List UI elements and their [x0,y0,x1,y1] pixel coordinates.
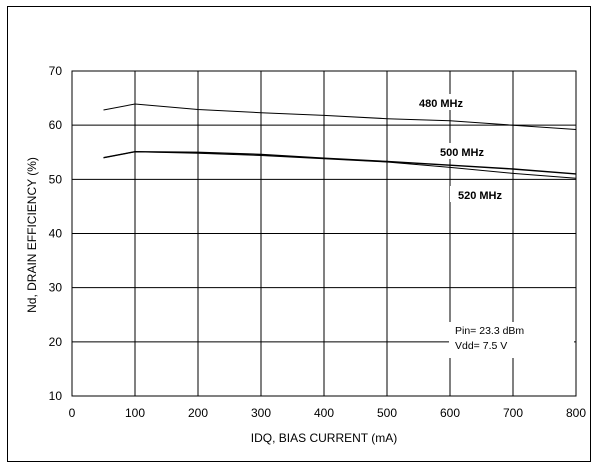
plot-area [71,70,577,397]
series-line-480-mhz [103,103,577,130]
label-520-background [450,186,510,202]
x-tick-label-200: 200 [188,406,208,420]
y-tick-label-70: 70 [49,64,63,78]
x-tick-label-500: 500 [377,406,397,420]
label-500-background [432,143,492,159]
conditions-note-background [449,322,574,358]
y-tick-label-20: 20 [49,335,63,349]
note-pin: Pin= 23.3 dBm [455,325,524,337]
x-tick-label-700: 700 [503,406,523,420]
series-label-500: 500 MHz [440,147,485,159]
series-label-480: 480 MHz [419,98,464,110]
series-line-500-mhz [103,150,577,175]
x-tick-label-400: 400 [314,406,334,420]
note-vdd: Vdd= 7.5 V [455,340,507,352]
y-tick-label-60: 60 [49,118,63,132]
y-tick-label-10: 10 [49,389,63,403]
x-axis-title: IDQ, BIAS CURRENT (mA) [251,431,397,445]
y-tick-label-40: 40 [49,227,63,241]
series-label-520: 520 MHz [458,190,503,202]
y-tick-label-50: 50 [49,172,63,186]
y-tick-labels: 10 20 30 40 50 60 70 [49,64,63,403]
x-tick-labels: 0 100 200 300 400 500 600 700 800 [69,406,587,420]
series-line-520-mhz [103,151,577,179]
y-tick-label-30: 30 [49,281,63,295]
label-480-background [411,94,471,110]
x-tick-label-600: 600 [440,406,460,420]
y-axis-title: Nd, DRAIN EFFICIENCY (%) [25,157,39,313]
x-tick-label-300: 300 [251,406,271,420]
x-tick-label-0: 0 [69,406,76,420]
series-lines [103,103,577,179]
x-tick-label-100: 100 [125,406,145,420]
x-tick-label-800: 800 [566,406,586,420]
